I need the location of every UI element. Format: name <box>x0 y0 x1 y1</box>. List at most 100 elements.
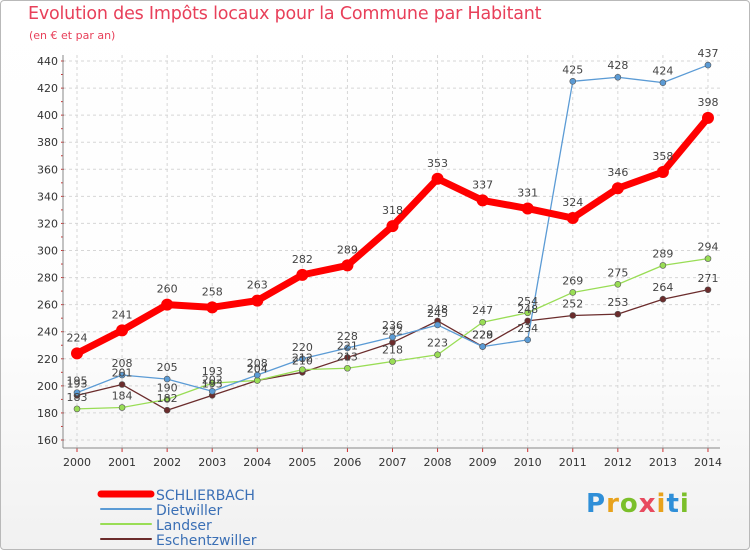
data-point <box>476 194 489 207</box>
data-label: 213 <box>337 350 358 363</box>
data-label: 425 <box>562 63 583 76</box>
data-label: 252 <box>562 297 583 310</box>
data-label: 424 <box>652 65 673 78</box>
data-label: 247 <box>472 304 493 317</box>
x-tick-label: 2014 <box>694 456 722 469</box>
data-label: 202 <box>202 373 223 386</box>
data-point <box>116 324 129 337</box>
proxiti-logo: Proxiti <box>586 489 690 519</box>
data-label: 236 <box>382 319 403 332</box>
data-label: 193 <box>202 377 223 390</box>
data-point <box>163 406 171 414</box>
y-tick-label: 400 <box>37 109 58 122</box>
data-label: 201 <box>112 367 133 380</box>
x-tick-label: 2005 <box>288 456 316 469</box>
data-point <box>479 318 486 326</box>
data-point <box>344 354 351 361</box>
data-label: 253 <box>607 296 628 309</box>
y-tick-label: 300 <box>37 245 58 258</box>
data-point <box>253 377 261 384</box>
data-label: 263 <box>247 279 268 292</box>
y-tick-label: 320 <box>37 217 58 230</box>
x-tick-label: 2006 <box>333 456 361 469</box>
data-point <box>524 336 532 344</box>
data-point <box>479 343 486 350</box>
x-tick-label: 2001 <box>108 456 136 469</box>
data-point <box>73 405 81 413</box>
data-point <box>344 344 351 352</box>
data-label: 182 <box>157 392 178 405</box>
data-label: 221 <box>337 339 358 352</box>
data-point <box>208 379 216 387</box>
data-point <box>386 220 399 233</box>
data-point <box>206 301 219 314</box>
data-label: 289 <box>652 247 673 260</box>
data-label: 289 <box>337 243 358 256</box>
data-point <box>521 202 534 215</box>
data-label: 208 <box>247 357 268 370</box>
data-label: 271 <box>697 272 718 285</box>
y-tick-label: 360 <box>37 163 58 176</box>
x-tick-label: 2009 <box>469 456 497 469</box>
x-tick-label: 2000 <box>63 456 91 469</box>
data-point <box>569 312 577 319</box>
legend-label: Landser <box>156 518 212 534</box>
data-label: 428 <box>607 59 628 72</box>
data-label: 183 <box>67 391 88 404</box>
y-tick-label: 220 <box>37 353 58 366</box>
data-label: 353 <box>427 157 448 170</box>
data-label: 212 <box>292 352 313 365</box>
data-point <box>389 333 396 341</box>
x-tick-label: 2002 <box>153 456 181 469</box>
data-point <box>389 358 396 365</box>
data-point <box>524 309 532 317</box>
data-label: 264 <box>652 281 673 294</box>
x-tick-label: 2004 <box>243 456 271 469</box>
data-label: 294 <box>697 241 718 254</box>
data-label: 269 <box>562 274 583 287</box>
data-point <box>659 79 667 86</box>
data-label: 184 <box>112 390 133 403</box>
data-label: 346 <box>607 166 628 179</box>
data-point <box>344 364 351 372</box>
data-point <box>299 366 306 373</box>
data-label: 193 <box>67 377 88 390</box>
data-label: 193 <box>202 365 223 378</box>
data-point <box>71 347 83 360</box>
data-label: 204 <box>247 362 268 375</box>
data-point <box>296 268 309 281</box>
data-label: 204 <box>247 362 268 375</box>
data-point <box>701 111 714 124</box>
legend-label: SCHLIERBACH <box>156 488 255 504</box>
data-point <box>161 298 174 311</box>
data-label: 218 <box>382 343 403 356</box>
data-label: 245 <box>427 307 448 320</box>
data-label: 337 <box>472 178 493 191</box>
data-point <box>253 371 261 379</box>
data-label: 195 <box>67 375 88 388</box>
y-tick-label: 420 <box>37 82 58 95</box>
data-label: 234 <box>517 322 538 335</box>
data-point <box>614 281 622 288</box>
data-label: 248 <box>517 303 538 316</box>
y-tick-label: 200 <box>37 380 58 393</box>
data-point <box>659 262 667 269</box>
data-point <box>341 259 354 272</box>
x-tick-label: 2010 <box>514 456 542 469</box>
data-label: 248 <box>427 303 448 316</box>
y-tick-label: 260 <box>37 299 58 312</box>
data-point <box>659 295 667 303</box>
data-label: 228 <box>337 330 358 343</box>
data-point <box>434 351 441 359</box>
data-point <box>704 286 712 294</box>
data-point <box>434 321 441 329</box>
data-label: 254 <box>517 295 538 308</box>
data-label: 229 <box>472 329 493 342</box>
data-point <box>118 404 126 411</box>
data-label: 437 <box>697 47 718 60</box>
data-label: 223 <box>427 337 448 350</box>
data-label: 358 <box>652 150 673 163</box>
y-tick-label: 240 <box>37 326 58 339</box>
